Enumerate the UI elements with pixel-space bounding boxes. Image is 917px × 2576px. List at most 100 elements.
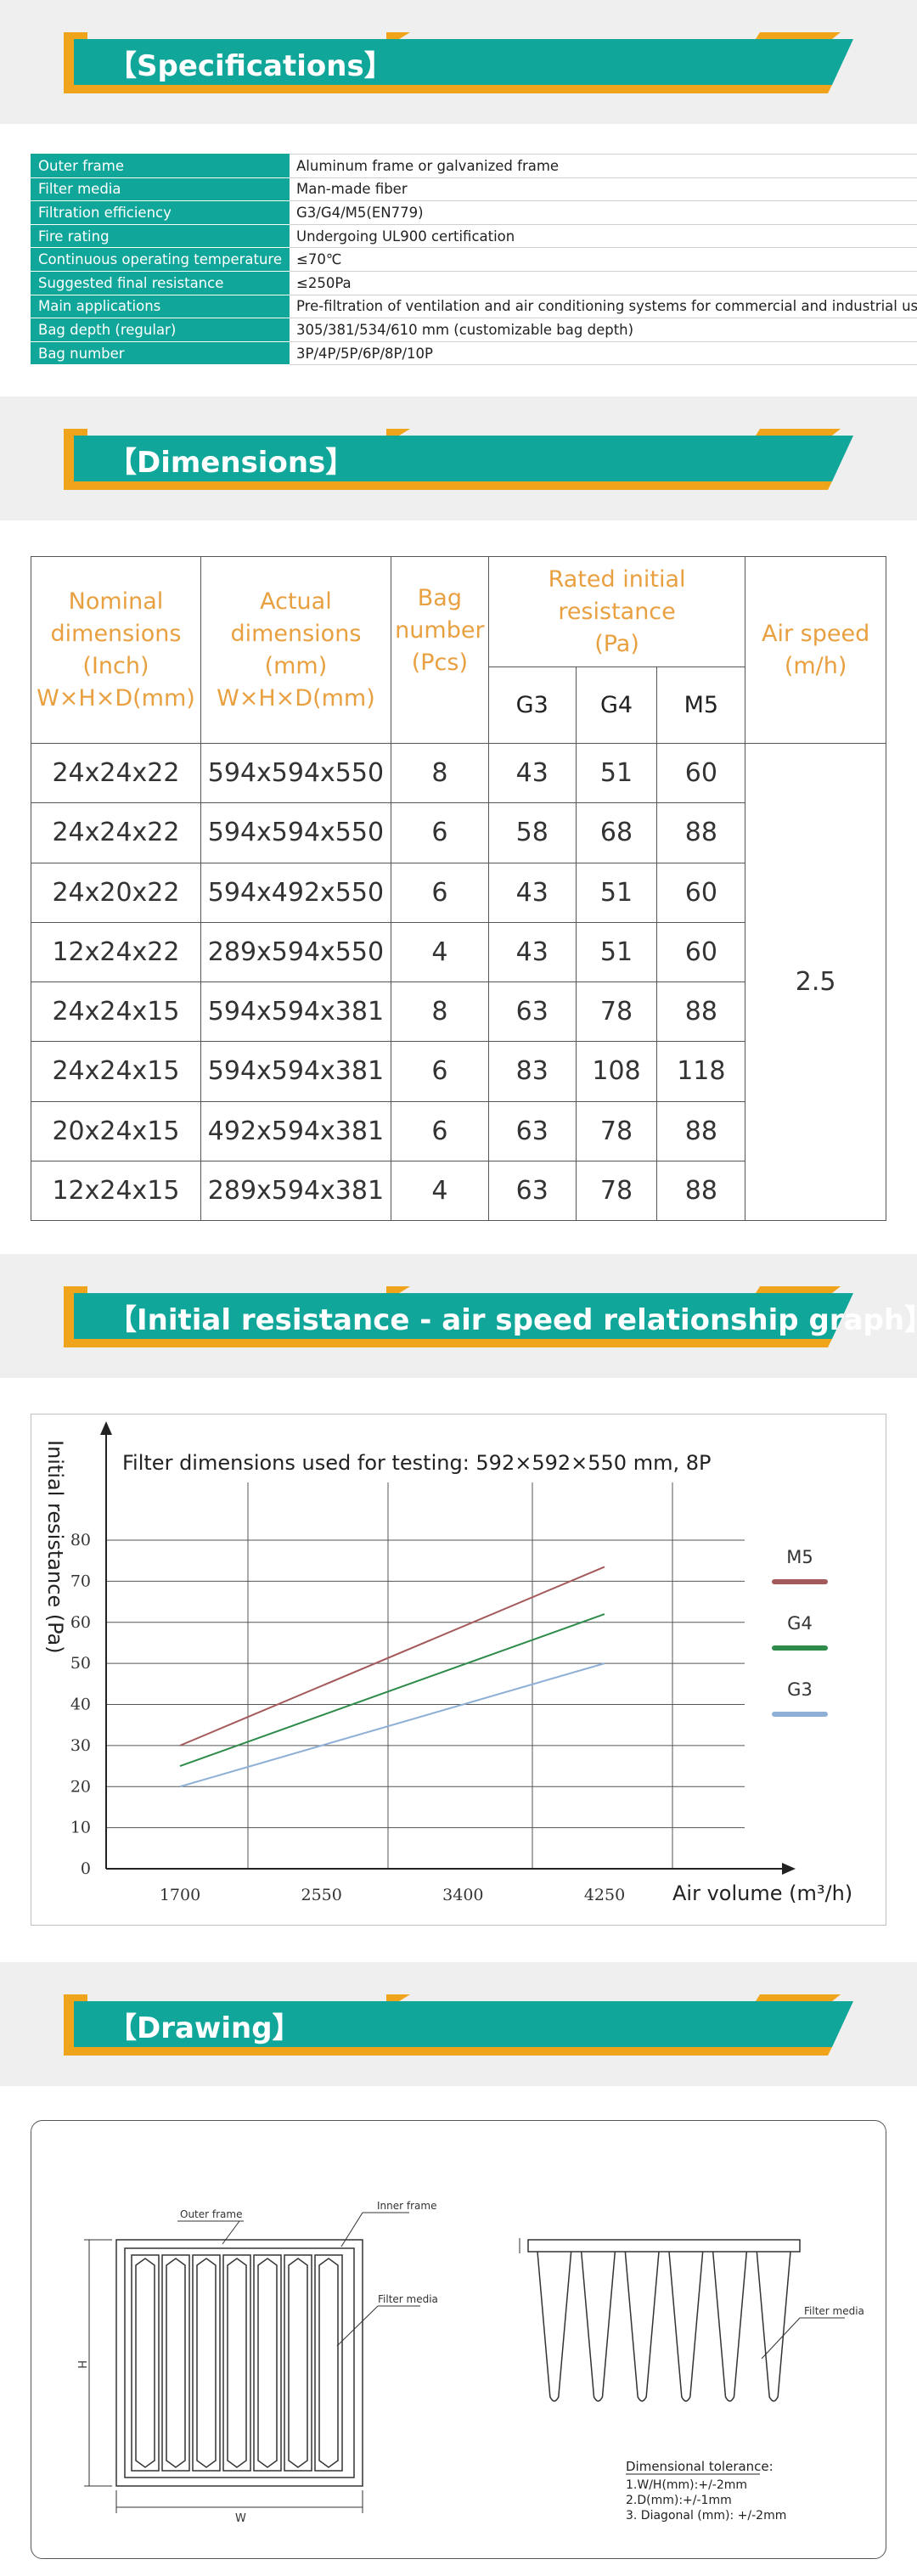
pocket-outline (253, 2254, 282, 2472)
dimension-row: 24x20x22 594x492x550 6 43 51 60 (31, 862, 886, 923)
spec-row: Filter media Man-made fiber (31, 177, 917, 202)
pocket-inner (227, 2258, 247, 2468)
bag-side-profile (537, 2251, 572, 2402)
cell-m5: 88 (656, 1160, 746, 1222)
cell-g4: 108 (575, 1041, 658, 1102)
specifications-table: Outer frame Aluminum frame or galvanized … (31, 154, 917, 366)
header-bag-number: Bag number (Pcs) (390, 556, 489, 744)
y-tick-label: 80 (70, 1531, 91, 1550)
spec-value: Pre-filtration of ventilation and air co… (288, 294, 917, 319)
cell-g4: 78 (575, 1100, 658, 1161)
spec-key: Filtration efficiency (31, 200, 290, 225)
y-tick-label: 0 (81, 1859, 91, 1878)
dimension-row: 12x24x22 289x594x550 4 43 51 60 (31, 921, 886, 983)
cell-g3: 83 (487, 1041, 577, 1102)
y-tick-label: 10 (70, 1819, 91, 1837)
series-line-m5 (179, 1566, 605, 1746)
pocket-inner (288, 2258, 308, 2468)
label-filter-media-right: Filter media (804, 2305, 864, 2317)
cell-g4: 51 (575, 742, 658, 804)
cell-actual: 594x594x381 (200, 1041, 391, 1102)
spec-value: 3P/4P/5P/6P/8P/10P (288, 340, 917, 366)
header-g3: G3 (487, 666, 577, 744)
section-band-drawing: 【Drawing】 (0, 1962, 917, 2086)
spec-row: Outer frame Aluminum frame or galvanized … (31, 154, 917, 178)
pocket-inner (196, 2258, 217, 2468)
pocket-inner (166, 2258, 186, 2468)
cell-g3: 43 (487, 742, 577, 804)
cell-g4: 78 (575, 981, 658, 1043)
pocket-outline (314, 2254, 343, 2472)
chart-ylabel: Initial resistance (Pa) (43, 1440, 67, 1654)
cell-g4: 51 (575, 862, 658, 923)
pocket-inner (135, 2258, 155, 2468)
bag-side-profile (668, 2251, 704, 2402)
pocket-outline (131, 2254, 160, 2472)
section-banner: 【Specifications】 (64, 32, 853, 93)
cell-actual: 594x594x550 (200, 802, 391, 863)
cell-actual: 594x594x550 (200, 742, 391, 804)
section-title-specifications: 【Specifications】 (108, 49, 393, 83)
legend-label-g4: G4 (787, 1613, 813, 1634)
header-rated-resistance: Rated initial resistance (Pa) (487, 556, 746, 667)
section-title-graph: 【Initial resistance - air speed relation… (108, 1303, 917, 1337)
cell-nominal: 12x24x22 (31, 921, 201, 983)
dimension-row: 20x24x15 492x594x381 6 63 78 88 (31, 1100, 886, 1161)
cell-nominal: 24x24x15 (31, 1041, 201, 1102)
banner-shape (64, 32, 853, 93)
cell-m5: 88 (656, 1100, 746, 1161)
cell-g3: 63 (487, 1100, 577, 1161)
cell-actual: 289x594x550 (200, 921, 391, 983)
cell-g3: 43 (487, 921, 577, 983)
y-tick-label: 30 (70, 1736, 91, 1755)
x-tick-label: 1700 (160, 1886, 200, 1904)
spec-key: Bag number (31, 340, 290, 366)
front-view (84, 2212, 420, 2513)
y-tick-label: 70 (70, 1572, 91, 1590)
header-air-speed: Air speed (m/h) (745, 556, 886, 744)
label-inner-frame: Inner frame (377, 2200, 436, 2212)
y-axis-arrow (100, 1421, 112, 1435)
cell-actual: 492x594x381 (200, 1100, 391, 1161)
tolerance-line-2: 2.D(mm):+/-1mm (626, 2494, 732, 2507)
cell-g4: 68 (575, 802, 658, 863)
y-tick-label: 20 (70, 1777, 91, 1796)
tolerance-line-1: 1.W/H(mm):+/-2mm (626, 2478, 747, 2492)
y-tick-label: 60 (70, 1613, 91, 1632)
pocket-outline (284, 2254, 312, 2472)
banner-shape (64, 1286, 853, 1347)
resistance-graph-box: 0 10 20 30 40 50 60 70 80 1700 2550 3400 4250 M5 G4 G3… (31, 1414, 886, 1926)
banner-shape (64, 429, 853, 490)
spec-value: ≤250Pa (288, 270, 917, 295)
label-h: H (75, 2360, 87, 2369)
label-w: W (235, 2512, 246, 2525)
pocket-outline (192, 2254, 221, 2472)
x-axis-arrow (782, 1863, 796, 1875)
section-banner: 【Initial resistance - air speed relation… (64, 1286, 917, 1347)
bag-side-profile (624, 2251, 660, 2402)
y-tick-label: 50 (70, 1654, 91, 1673)
section-band-dimensions: 【Dimensions】 (0, 397, 917, 520)
legend-label-m5: M5 (786, 1547, 813, 1567)
spec-value: 305/381/534/610 mm (customizable bag dep… (288, 318, 917, 342)
spec-key: Suggested final resistance (31, 270, 290, 295)
spec-value: G3/G4/M5(EN779) (288, 200, 917, 225)
header-m5: M5 (656, 666, 746, 744)
x-tick-label: 4250 (584, 1886, 625, 1904)
spec-key: Fire rating (31, 223, 290, 249)
spec-key: Outer frame (31, 154, 290, 178)
spec-row: Continuous operating temperature ≤70℃ (31, 247, 917, 272)
series-line-g4 (179, 1613, 605, 1768)
pocket-outline (161, 2254, 190, 2472)
legend-label-g3: G3 (787, 1679, 813, 1700)
spec-row: Fire rating Undergoing UL900 certificatio… (31, 223, 917, 249)
bag-side-profile (580, 2251, 616, 2402)
cell-bag-number: 4 (390, 1160, 489, 1222)
spec-key: Bag depth (regular) (31, 318, 290, 342)
cell-nominal: 24x20x22 (31, 862, 201, 923)
series-line-g3 (179, 1662, 605, 1788)
x-tick-label: 2550 (301, 1886, 341, 1904)
cell-m5: 60 (656, 921, 746, 983)
cell-bag-number: 8 (390, 981, 489, 1043)
section-band-specifications: 【Specifications】 (0, 0, 917, 124)
